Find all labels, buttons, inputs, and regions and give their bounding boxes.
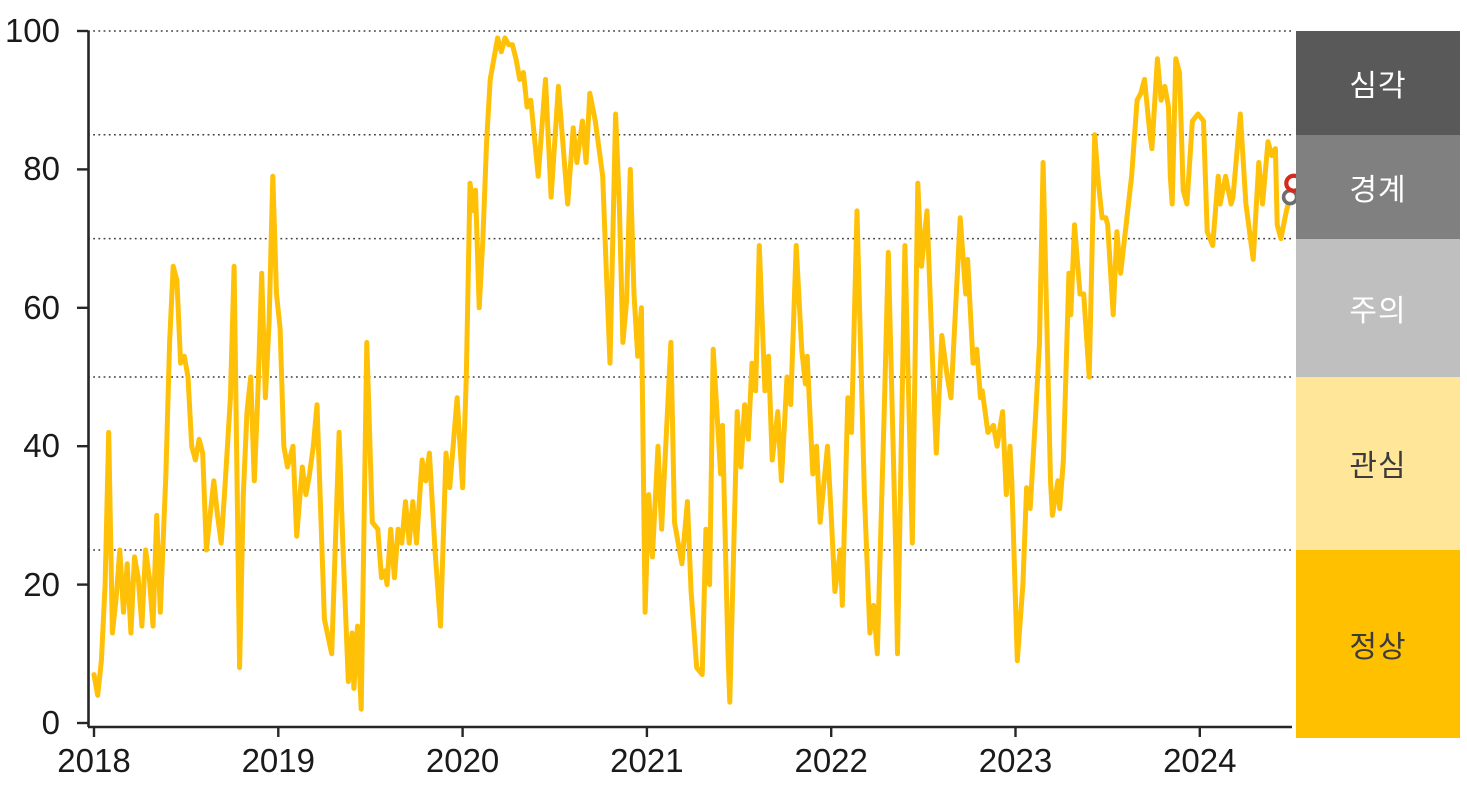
y-axis-label-60: 60 (23, 288, 60, 326)
y-axis-label-80: 80 (23, 150, 60, 188)
x-axis-label-2021: 2021 (610, 742, 684, 779)
risk-band-label: 심각 (1349, 69, 1407, 103)
x-axis-label-2023: 2023 (978, 742, 1053, 779)
y-axis-label-40: 40 (23, 427, 60, 465)
risk-band-2: 경계 (1296, 134, 1460, 239)
x-axis-label-2018: 2018 (57, 742, 131, 779)
x-axis-label-2022: 2022 (794, 742, 868, 779)
risk-index-line (91, 35, 1297, 712)
x-axis-label-2020: 2020 (425, 742, 500, 779)
y-axis-label-20: 20 (23, 565, 60, 603)
y-axis-label-0: 0 (41, 704, 60, 741)
y-axis-label-100: 100 (4, 12, 60, 49)
risk-band-4: 관심 (1296, 376, 1460, 550)
risk-band-3: 주의 (1296, 238, 1460, 377)
risk-band-label: 주의 (1349, 294, 1407, 328)
x-axis-label-2019: 2019 (241, 742, 315, 779)
risk-band-label: 정상 (1349, 630, 1407, 664)
risk-band-label: 경계 (1349, 173, 1407, 207)
risk-band-1: 심각 (1296, 31, 1460, 135)
risk-band-label: 관심 (1349, 450, 1407, 484)
x-axis-label-2024: 2024 (1163, 742, 1237, 779)
risk-band-5: 정상 (1296, 549, 1460, 738)
